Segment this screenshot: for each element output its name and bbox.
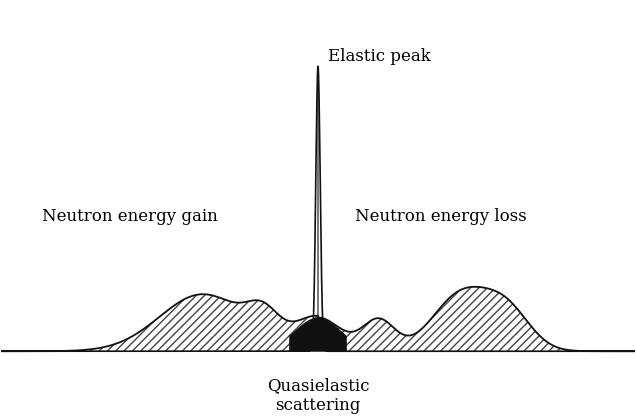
Text: Neutron energy loss: Neutron energy loss xyxy=(356,208,527,225)
Text: Elastic peak: Elastic peak xyxy=(328,48,431,65)
Text: Quasielastic
scattering: Quasielastic scattering xyxy=(266,377,370,414)
Text: Neutron energy gain: Neutron energy gain xyxy=(42,208,218,225)
